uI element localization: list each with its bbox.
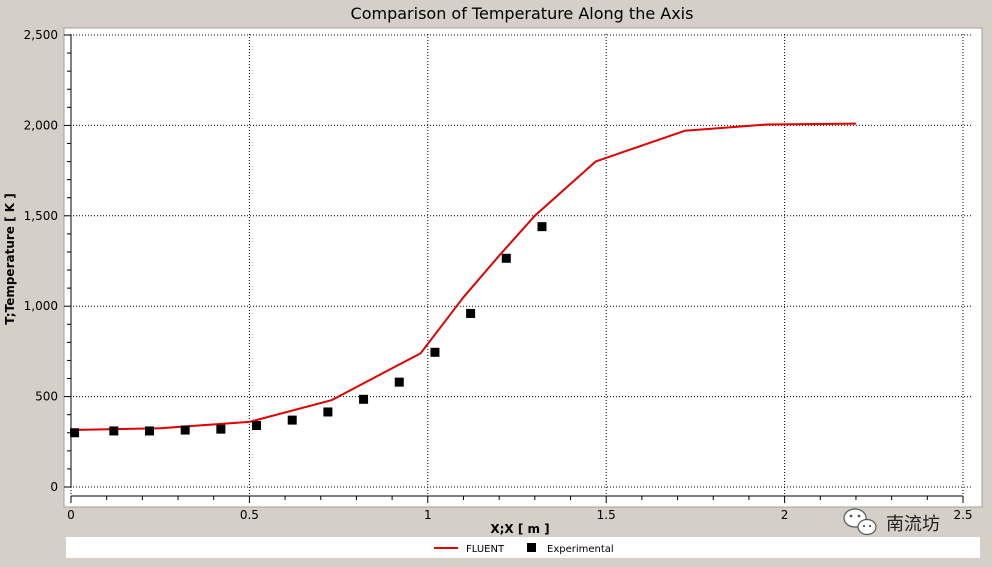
y-ticks: 0 500 1,000 1,500 2,000 2,500	[24, 28, 71, 494]
y-axis-label: T;Temperature [ K ]	[3, 193, 17, 324]
wechat-icon	[843, 508, 877, 536]
x-tick-label: 2.5	[953, 508, 972, 522]
data-point-experimental	[359, 394, 369, 404]
chart-title: Comparison of Temperature Along the Axis	[351, 4, 694, 23]
data-point-experimental	[252, 421, 262, 431]
x-ticks: 0 0.5 1 1.5 2 2.5	[67, 496, 973, 522]
legend-box	[66, 537, 980, 558]
series	[70, 122, 857, 438]
legend-swatch-experimental	[527, 543, 536, 552]
data-point-experimental	[109, 426, 119, 436]
y-tick-label: 500	[35, 390, 58, 404]
data-point-experimental	[394, 377, 404, 387]
x-tick-label: 1.5	[597, 508, 616, 522]
series-line-fluent	[70, 122, 857, 431]
y-tick-label: 2,000	[24, 118, 58, 132]
axes	[70, 34, 963, 497]
x-tick-label: 2	[781, 508, 789, 522]
legend-item-experimental: Experimental	[527, 543, 614, 555]
data-point-experimental	[287, 415, 297, 425]
x-axis-label: X;X [ m ]	[490, 522, 549, 536]
y-tick-label: 1,000	[24, 299, 58, 313]
plot-area	[63, 27, 983, 508]
x-tick-label: 1	[424, 508, 432, 522]
data-point-experimental	[180, 425, 190, 435]
data-point-experimental	[430, 347, 440, 357]
data-point-experimental	[216, 424, 226, 434]
data-point-experimental	[144, 426, 154, 436]
legend-label-experimental: Experimental	[547, 544, 614, 555]
x-tick-label: 0.5	[240, 508, 259, 522]
watermark-text: 南流坊	[886, 514, 940, 535]
data-point-experimental	[466, 308, 476, 318]
data-point-experimental	[537, 222, 547, 232]
x-tick-label: 0	[67, 508, 75, 522]
y-tick-label: 2,500	[24, 28, 58, 42]
y-tick-label: 0	[50, 480, 58, 494]
data-point-experimental	[323, 407, 333, 417]
legend-label-fluent: FLUENT	[466, 544, 505, 555]
legend-item-fluent: FLUENT	[434, 544, 505, 555]
y-tick-label: 1,500	[24, 209, 58, 223]
watermark: 南流坊	[843, 508, 940, 536]
data-point-experimental	[501, 253, 511, 263]
data-point-experimental	[70, 428, 80, 438]
